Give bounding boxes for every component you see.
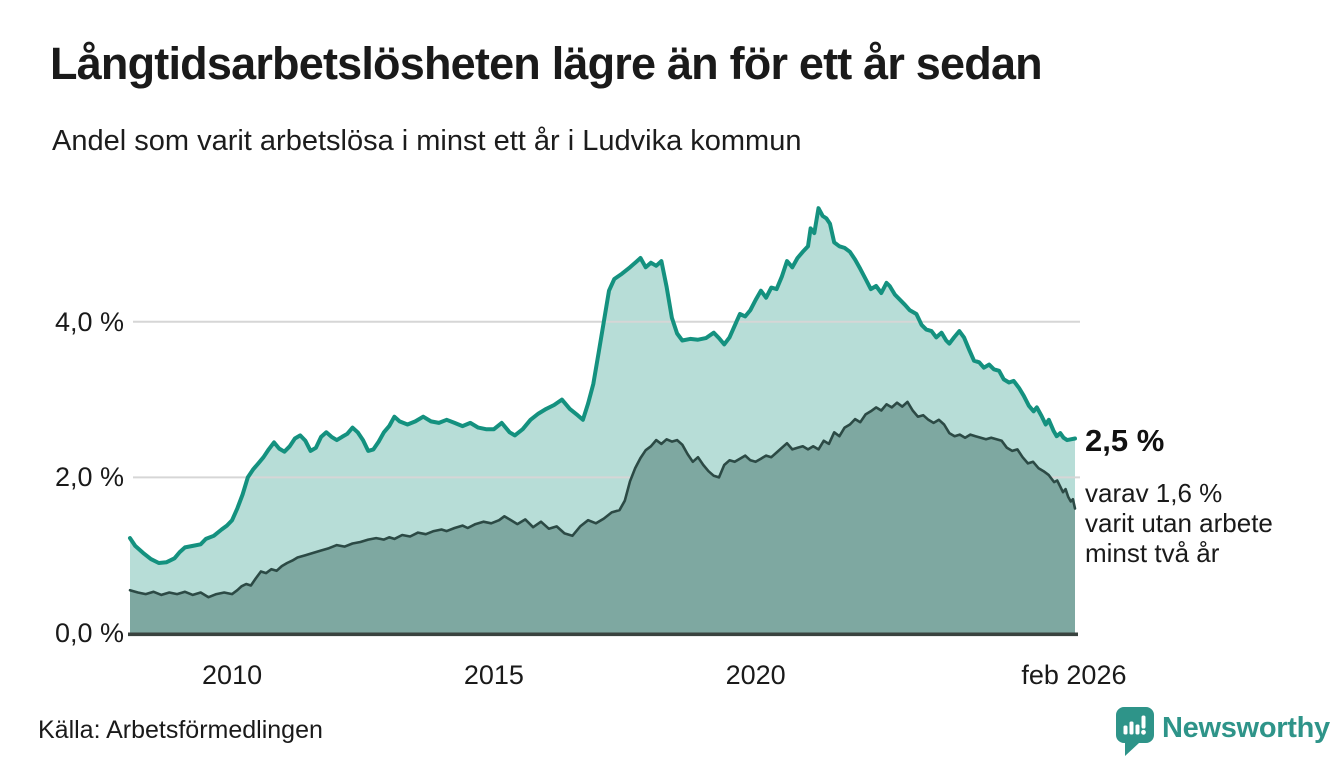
page-title: Långtidsarbetslösheten lägre än för ett … (50, 38, 1043, 89)
annotation-line: varav 1,6 % (1085, 478, 1223, 508)
source-note: Källa: Arbetsförmedlingen (38, 716, 323, 744)
chart-subtitle: Andel som varit arbetslösa i minst ett å… (52, 125, 802, 157)
end-value-label-primary: 2,5 % (1085, 422, 1165, 458)
brand-name: Newsworthy (1162, 712, 1330, 744)
x-tick-label: 2020 (725, 660, 786, 690)
x-tick-label: 2010 (202, 660, 263, 690)
series-two-year-line (128, 400, 1077, 599)
x-tick-label: feb 2026 (1021, 660, 1127, 690)
annotation-line: varit utan arbete (1085, 508, 1273, 538)
brand-lockup: Newsworthy (1116, 707, 1330, 757)
series-two-year-area (130, 401, 1075, 633)
x-axis-baseline (128, 632, 1078, 637)
series-one-year-line (128, 206, 1077, 565)
end-value-label-secondary: varav 1,6 % varit utan arbete minst två år (1085, 478, 1273, 568)
x-tick-label: 2015 (463, 660, 524, 690)
newsworthy-logo-icon (1116, 707, 1154, 756)
y-tick-label: 2,0 % (54, 462, 124, 493)
annotation-line: minst två år (1085, 538, 1220, 568)
y-tick-label: 0,0 % (54, 618, 124, 648)
y-tick-label: 4,0 % (54, 306, 124, 337)
